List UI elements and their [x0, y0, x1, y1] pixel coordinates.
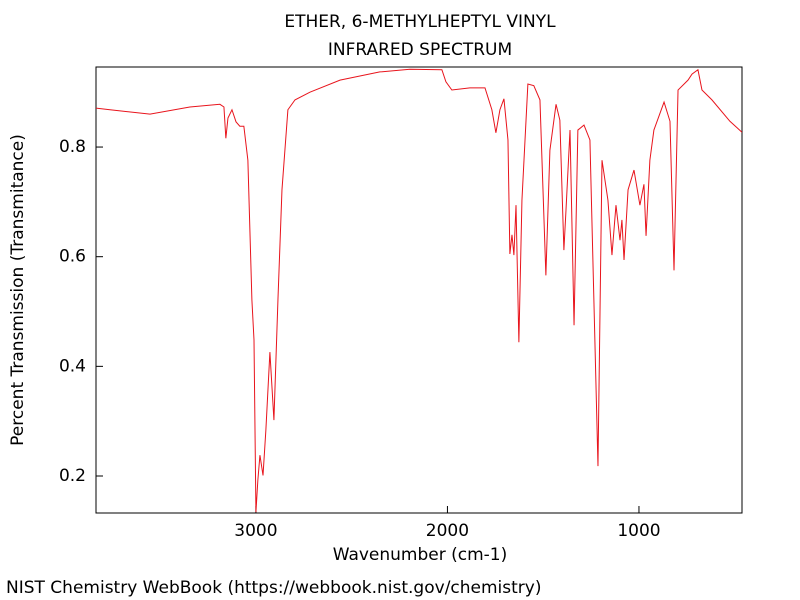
y-tick-label: 0.8: [59, 137, 86, 157]
x-tick-label: 3000: [234, 521, 277, 541]
y-tick-label: 0.4: [59, 356, 86, 376]
x-tick-label: 2000: [426, 521, 469, 541]
x-tick-label: 1000: [617, 521, 660, 541]
plot-frame: [95, 66, 743, 514]
source-note: NIST Chemistry WebBook (https://webbook.…: [6, 578, 541, 598]
chart-subtitle: INFRARED SPECTRUM: [328, 40, 512, 60]
spectrum-line: [96, 68, 742, 513]
chart-title: ETHER, 6-METHYLHEPTYL VINYL: [284, 12, 556, 32]
y-tick-label: 0.6: [59, 247, 86, 267]
y-axis-label: Percent Transmission (Transmitance): [8, 134, 28, 446]
x-axis-label: Wavenumber (cm-1): [333, 545, 508, 565]
y-tick-label: 0.2: [59, 466, 86, 486]
